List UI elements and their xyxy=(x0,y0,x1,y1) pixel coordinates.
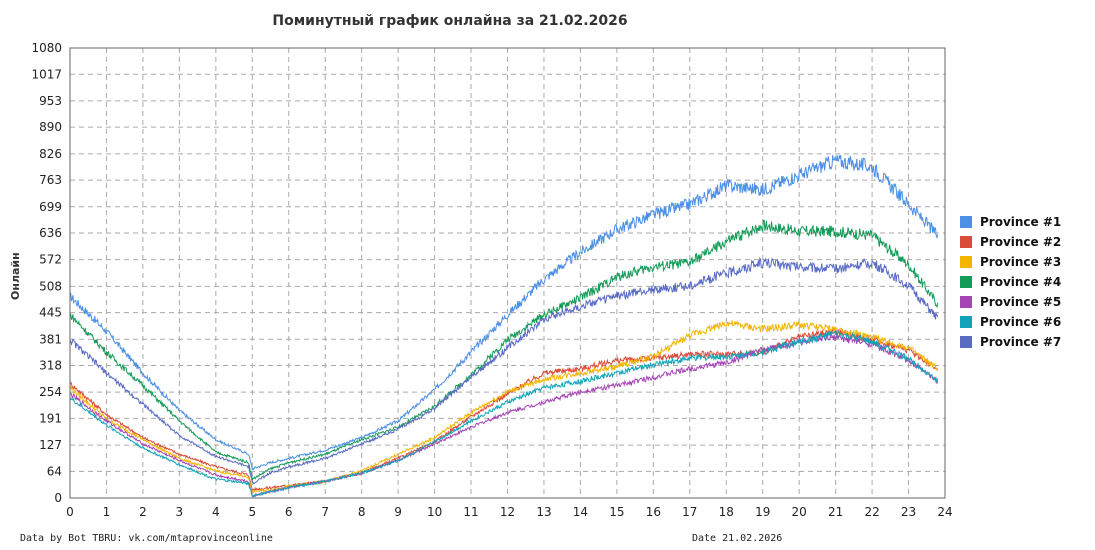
y-tick-label: 445 xyxy=(39,306,62,320)
legend-label: Province #7 xyxy=(980,335,1062,349)
legend: Province #1 Province #2 Province #3 Provinc… xyxy=(960,212,1061,352)
y-tick-label: 953 xyxy=(39,94,62,108)
legend-label: Province #2 xyxy=(980,235,1062,249)
legend-item: Province #6 xyxy=(960,312,1061,332)
legend-item: Province #7 xyxy=(960,332,1061,352)
x-tick-label: 10 xyxy=(427,505,442,519)
legend-label: Province #1 xyxy=(980,215,1062,229)
plot-frame xyxy=(69,47,946,499)
x-tick-label: 20 xyxy=(792,505,807,519)
series-line-1 xyxy=(69,154,939,471)
chart-ticks: 0 1 2 3 4 5 6 7 8 9 10 11 12 13 14 15 16 17 18 19 20 21 22 23 24… xyxy=(31,41,952,519)
chart-grid xyxy=(69,47,946,499)
x-tick-label: 0 xyxy=(66,505,74,519)
x-tick-label: 14 xyxy=(573,505,588,519)
series-line-6 xyxy=(69,330,939,498)
x-tick-label: 19 xyxy=(755,505,770,519)
y-tick-label: 1080 xyxy=(31,41,62,55)
legend-swatch xyxy=(960,336,972,348)
x-tick-label: 12 xyxy=(500,505,515,519)
x-tick-label: 1 xyxy=(103,505,111,519)
x-tick-label: 18 xyxy=(719,505,734,519)
x-tick-label: 16 xyxy=(646,505,661,519)
legend-swatch xyxy=(960,216,972,228)
y-tick-label: 64 xyxy=(47,464,62,478)
y-tick-label: 381 xyxy=(39,332,62,346)
legend-swatch xyxy=(960,276,972,288)
x-tick-label: 7 xyxy=(321,505,329,519)
x-tick-label: 9 xyxy=(394,505,402,519)
y-tick-label: 508 xyxy=(39,279,62,293)
legend-item: Province #4 xyxy=(960,272,1061,292)
legend-swatch xyxy=(960,256,972,268)
x-tick-label: 4 xyxy=(212,505,220,519)
x-tick-label: 13 xyxy=(536,505,551,519)
legend-label: Province #5 xyxy=(980,295,1062,309)
x-tick-label: 3 xyxy=(176,505,184,519)
legend-swatch xyxy=(960,236,972,248)
x-tick-label: 17 xyxy=(682,505,697,519)
x-tick-label: 8 xyxy=(358,505,366,519)
chart-series xyxy=(69,154,939,498)
legend-swatch xyxy=(960,316,972,328)
series-line-3 xyxy=(69,319,939,494)
legend-label: Province #4 xyxy=(980,275,1062,289)
x-tick-label: 6 xyxy=(285,505,293,519)
x-tick-label: 21 xyxy=(828,505,843,519)
x-tick-label: 5 xyxy=(248,505,256,519)
y-tick-label: 127 xyxy=(39,438,62,452)
y-tick-label: 699 xyxy=(39,200,62,214)
x-tick-label: 22 xyxy=(864,505,879,519)
legend-item: Province #5 xyxy=(960,292,1061,312)
x-tick-label: 23 xyxy=(901,505,916,519)
footer-date: Date 21.02.2026 xyxy=(692,533,783,544)
chart-title: Поминутный график онлайна за 21.02.2026 xyxy=(272,13,628,29)
legend-label: Province #3 xyxy=(980,255,1062,269)
y-tick-label: 1017 xyxy=(31,67,62,81)
series-line-4 xyxy=(69,219,939,481)
series-line-5 xyxy=(69,333,939,498)
y-tick-label: 191 xyxy=(39,411,62,425)
y-tick-label: 826 xyxy=(39,147,62,161)
series-line-7 xyxy=(70,256,939,485)
x-tick-label: 15 xyxy=(609,505,624,519)
legend-item: Province #3 xyxy=(960,252,1061,272)
x-tick-label: 24 xyxy=(937,505,952,519)
legend-item: Province #1 xyxy=(960,212,1061,232)
y-tick-label: 0 xyxy=(54,491,62,505)
legend-swatch xyxy=(960,296,972,308)
footer-credit: Data by Bot TBRU: vk.com/mtaprovinceonli… xyxy=(20,533,273,544)
y-tick-label: 890 xyxy=(39,120,62,134)
y-tick-label: 763 xyxy=(39,173,62,187)
legend-item: Province #2 xyxy=(960,232,1061,252)
y-tick-label: 636 xyxy=(39,226,62,240)
x-tick-label: 2 xyxy=(139,505,147,519)
legend-label: Province #6 xyxy=(980,315,1062,329)
x-tick-label: 11 xyxy=(463,505,478,519)
y-tick-label: 572 xyxy=(39,253,62,267)
y-tick-label: 254 xyxy=(39,385,62,399)
y-tick-label: 318 xyxy=(39,359,62,373)
